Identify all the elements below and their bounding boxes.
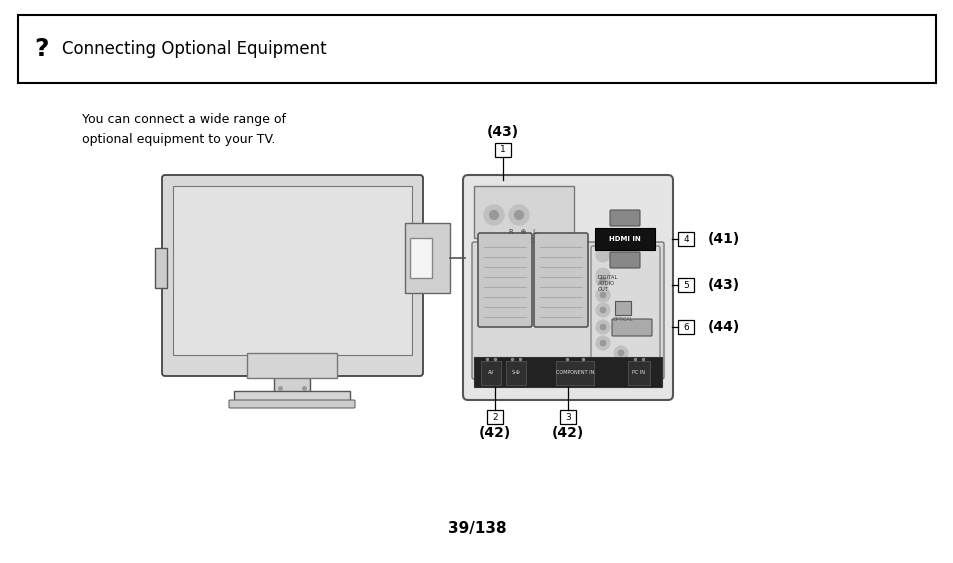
Circle shape [599, 292, 605, 298]
FancyBboxPatch shape [590, 246, 659, 375]
Text: 2: 2 [492, 413, 497, 422]
Text: ?: ? [34, 37, 50, 61]
Bar [678, 320, 693, 334]
FancyBboxPatch shape [609, 252, 639, 268]
Circle shape [596, 336, 609, 350]
Bar [495, 143, 511, 157]
Text: R   ⊕   L: R ⊕ L [509, 229, 537, 235]
Text: PC IN: PC IN [632, 370, 645, 376]
FancyBboxPatch shape [462, 175, 672, 400]
Bar [18, 15, 935, 83]
Text: OPTICAL: OPTICAL [612, 317, 633, 322]
Bar [627, 361, 649, 385]
Circle shape [514, 211, 523, 220]
Bar [274, 370, 310, 395]
FancyBboxPatch shape [477, 233, 532, 327]
Text: 4: 4 [682, 235, 688, 244]
Text: 39/138: 39/138 [447, 521, 506, 535]
Bar [233, 391, 350, 403]
Text: (42): (42) [551, 426, 583, 440]
Text: 5: 5 [682, 280, 688, 289]
FancyBboxPatch shape [162, 175, 422, 376]
Bar [247, 353, 336, 378]
FancyBboxPatch shape [229, 400, 355, 408]
Circle shape [489, 211, 498, 220]
FancyBboxPatch shape [472, 242, 663, 379]
Bar [595, 228, 655, 250]
Circle shape [599, 324, 605, 330]
Circle shape [596, 288, 609, 302]
Bar [486, 410, 502, 424]
Circle shape [614, 360, 627, 374]
Bar [637, 360, 646, 369]
Text: Connecting Optional Equipment: Connecting Optional Equipment [62, 40, 326, 58]
Text: 3: 3 [564, 413, 570, 422]
Text: S-⊕: S-⊕ [511, 370, 520, 376]
Bar [405, 223, 450, 293]
Circle shape [596, 303, 609, 317]
Circle shape [596, 248, 609, 262]
Text: HDMI IN: HDMI IN [608, 236, 640, 242]
Circle shape [596, 268, 609, 282]
Bar [559, 410, 576, 424]
Bar [648, 360, 659, 369]
Circle shape [483, 205, 503, 225]
FancyBboxPatch shape [172, 186, 412, 355]
Bar [678, 232, 693, 246]
Circle shape [599, 277, 605, 283]
FancyBboxPatch shape [534, 233, 587, 327]
FancyBboxPatch shape [609, 210, 639, 226]
Circle shape [599, 307, 605, 313]
Circle shape [618, 350, 623, 356]
Bar [505, 361, 525, 385]
Bar [678, 278, 693, 292]
Circle shape [618, 364, 623, 370]
Text: (42): (42) [478, 426, 511, 440]
Bar [480, 361, 500, 385]
Text: AV: AV [487, 370, 494, 376]
Text: (43): (43) [707, 278, 740, 292]
Bar [154, 248, 167, 288]
FancyBboxPatch shape [474, 186, 574, 238]
Text: (43): (43) [486, 125, 518, 139]
FancyBboxPatch shape [612, 319, 651, 336]
Text: (44): (44) [707, 320, 740, 334]
Text: 6: 6 [682, 323, 688, 332]
Text: (41): (41) [707, 232, 740, 246]
Bar [410, 238, 432, 278]
Circle shape [596, 288, 609, 302]
Text: COMPONENT IN: COMPONENT IN [556, 370, 594, 376]
Text: You can connect a wide range of
optional equipment to your TV.: You can connect a wide range of optional… [82, 113, 286, 146]
Circle shape [596, 320, 609, 334]
Bar [474, 357, 661, 387]
Circle shape [614, 346, 627, 360]
Text: DIGITAL
AUDIO
OUT: DIGITAL AUDIO OUT [598, 275, 618, 292]
Text: 1: 1 [499, 145, 505, 154]
Circle shape [599, 340, 605, 346]
Bar [556, 361, 594, 385]
Bar [615, 301, 630, 315]
Circle shape [509, 205, 529, 225]
Circle shape [596, 273, 609, 287]
